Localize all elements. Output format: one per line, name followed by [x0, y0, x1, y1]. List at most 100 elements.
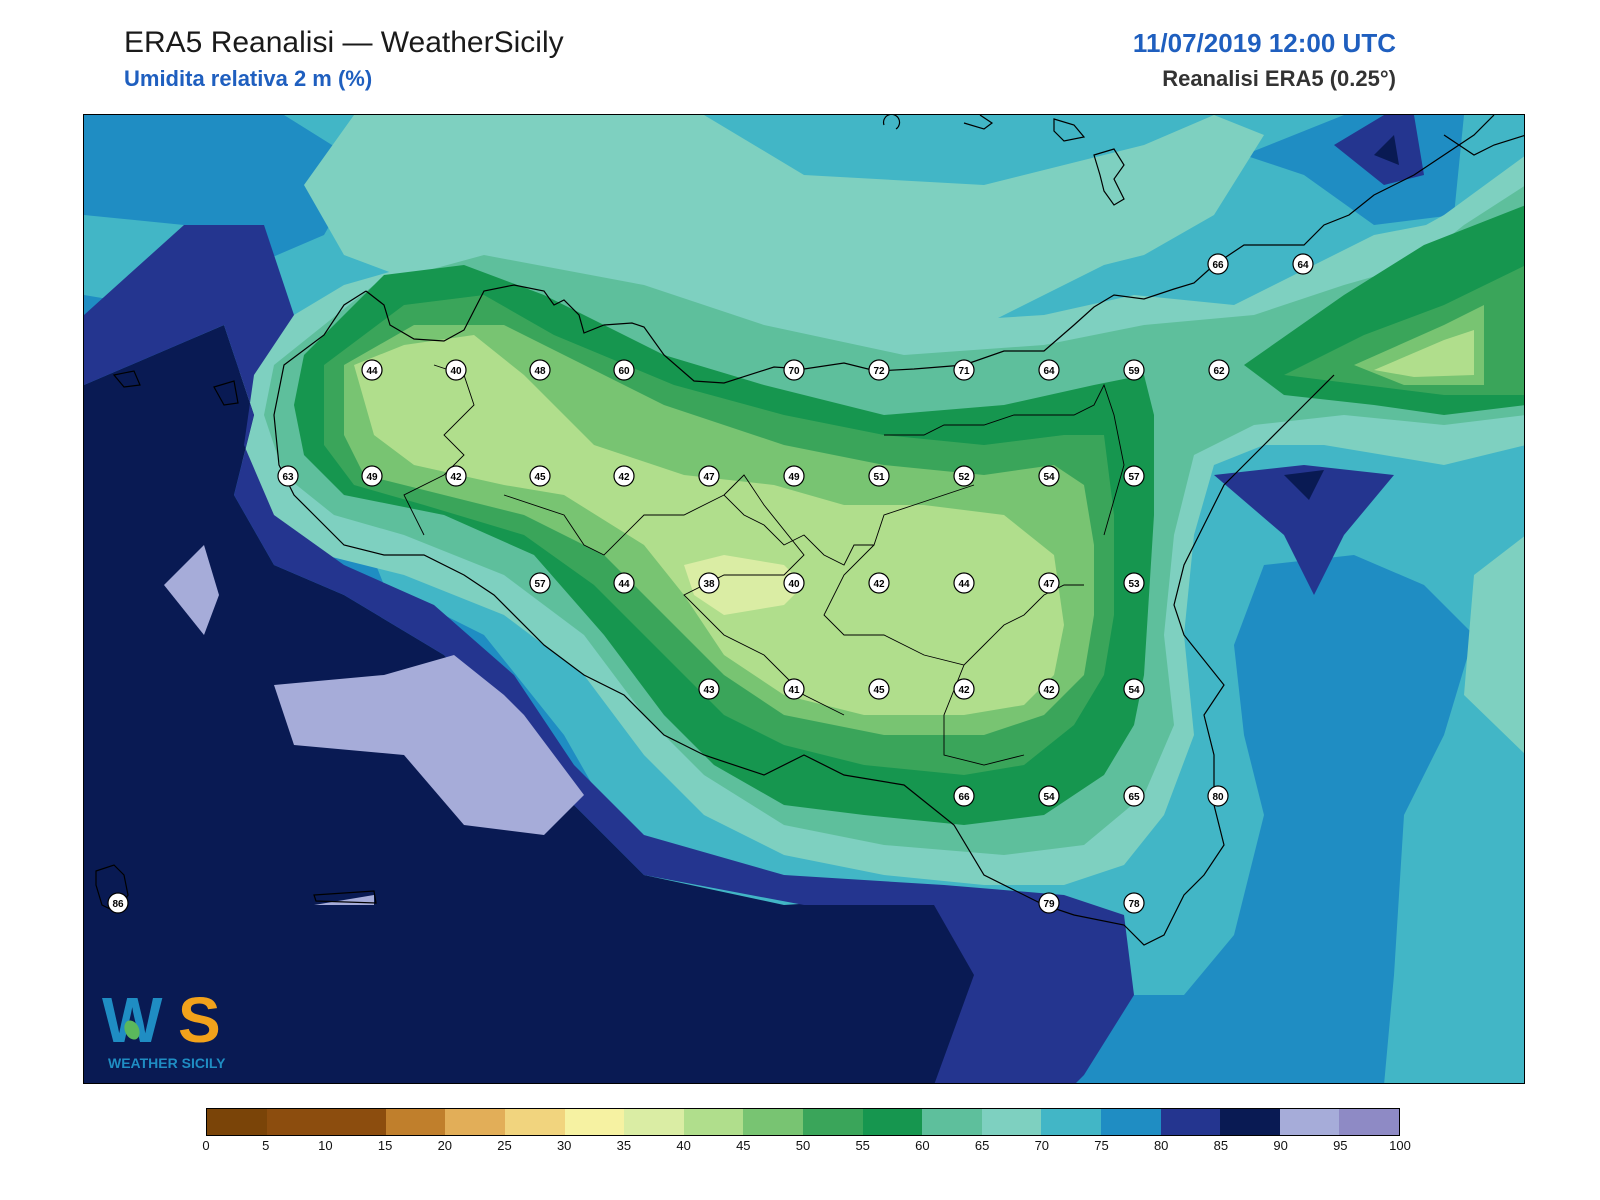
field-band-40-45-ne — [1374, 330, 1474, 377]
station-marker-circle — [1123, 678, 1145, 700]
colorbar-tick-label: 15 — [377, 1138, 393, 1153]
station-marker-circle — [1123, 892, 1145, 914]
colorbar-tick-label: 85 — [1213, 1138, 1229, 1153]
station-value-label: 49 — [366, 472, 378, 483]
humidity-field-map: 44 40 48 60 70 72 71 64 59 62 66 64 63 49 42 45 42 47 49 51… — [84, 115, 1524, 1083]
station-marker: 71 — [953, 359, 975, 381]
colorbar-segment — [266, 1109, 327, 1135]
station-marker-circle — [613, 359, 635, 381]
station-value-label: 49 — [788, 472, 800, 483]
station-marker-circle — [1123, 572, 1145, 594]
station-marker-circle — [1207, 785, 1229, 807]
colorbar-tick-label: 60 — [915, 1138, 930, 1153]
map-title: ERA5 Reanalisi — WeatherSicily — [124, 26, 564, 59]
station-value-label: 57 — [534, 579, 546, 590]
station-value-label: 44 — [618, 579, 630, 590]
colorbar-segment — [1100, 1109, 1161, 1135]
field-band-40-45 — [354, 335, 1064, 715]
station-value-label: 64 — [1043, 366, 1055, 377]
svg-text:S: S — [178, 984, 221, 1056]
colorbar-segment — [743, 1109, 803, 1135]
station-marker-circle — [529, 359, 551, 381]
field-band-90-95-a — [164, 545, 219, 635]
station-marker: 59 — [1123, 359, 1145, 381]
station-marker-circle — [868, 359, 890, 381]
station-marker: 42 — [613, 465, 635, 487]
station-marker: 42 — [445, 465, 467, 487]
station-value-label: 54 — [1128, 685, 1140, 696]
station-marker: 43 — [698, 678, 720, 700]
colorbar-tick-label: 25 — [497, 1138, 512, 1153]
colorbar-segment — [564, 1109, 625, 1135]
field-band-35-40 — [684, 555, 804, 615]
colorbar-segment — [981, 1109, 1042, 1135]
station-value-label: 71 — [958, 366, 970, 377]
station-marker-circle — [698, 465, 720, 487]
station-marker-circle — [107, 892, 129, 914]
station-marker-circle — [953, 678, 975, 700]
station-marker: 70 — [783, 359, 805, 381]
svg-text:W: W — [102, 984, 163, 1056]
station-marker-circle — [361, 465, 383, 487]
station-marker-circle — [1208, 359, 1230, 381]
station-value-label: 70 — [788, 366, 800, 377]
station-value-label: 66 — [958, 792, 970, 803]
station-value-label: 51 — [873, 472, 885, 483]
station-marker-circle — [783, 465, 805, 487]
station-value-label: 57 — [1128, 472, 1140, 483]
station-marker: 42 — [1038, 678, 1060, 700]
map-source: Reanalisi ERA5 (0.25°) — [1162, 66, 1396, 91]
station-marker-circle — [529, 572, 551, 594]
station-value-markers: 44 40 48 60 70 72 71 64 59 62 66 64 63 49 42 45 42 47 49 51… — [107, 253, 1314, 914]
colorbar-segment — [862, 1109, 923, 1135]
station-value-label: 47 — [1043, 579, 1055, 590]
colorbar-segment — [1339, 1109, 1399, 1135]
station-marker: 40 — [783, 572, 805, 594]
station-value-label: 54 — [1043, 472, 1055, 483]
field-band-80-85-sw — [84, 225, 1134, 1083]
colorbar-tick-label: 30 — [556, 1138, 572, 1153]
station-marker: 60 — [613, 359, 635, 381]
station-marker: 45 — [868, 678, 890, 700]
station-value-label: 42 — [1043, 685, 1055, 696]
station-value-label: 78 — [1128, 899, 1140, 910]
station-value-label: 40 — [450, 366, 462, 377]
station-marker-circle — [1038, 892, 1060, 914]
colorbar-segment — [445, 1109, 505, 1135]
field-band-85-90-ne — [1374, 135, 1399, 165]
station-marker-circle — [1123, 359, 1145, 381]
station-marker-circle — [1038, 785, 1060, 807]
station-marker: 57 — [1123, 465, 1145, 487]
station-marker-circle — [1038, 572, 1060, 594]
map-panel: 44 40 48 60 70 72 71 64 59 62 66 64 63 49 42 45 42 47 49 51… — [83, 114, 1525, 1084]
station-marker-circle — [1207, 253, 1229, 275]
station-value-label: 40 — [788, 579, 800, 590]
colorbar-segment — [385, 1109, 446, 1135]
field-band-75-80-nw — [84, 115, 364, 265]
station-value-label: 53 — [1128, 579, 1140, 590]
station-value-label: 42 — [958, 685, 970, 696]
colorbar-tick-label: 80 — [1153, 1138, 1169, 1153]
field-band-90-95-b — [274, 655, 584, 835]
station-marker: 54 — [1038, 785, 1060, 807]
station-marker-circle — [868, 572, 890, 594]
colorbar-segment — [1279, 1109, 1340, 1135]
station-marker: 38 — [698, 572, 720, 594]
station-value-label: 65 — [1128, 792, 1140, 803]
colorbar-segment — [802, 1109, 863, 1135]
station-marker: 53 — [1123, 572, 1145, 594]
station-marker-circle — [1123, 785, 1145, 807]
map-datetime: 11/07/2019 12:00 UTC — [1132, 28, 1396, 58]
station-marker: 44 — [361, 359, 383, 381]
station-marker: 51 — [868, 465, 890, 487]
colorbar-tick-label: 10 — [318, 1138, 333, 1153]
station-marker: 72 — [868, 359, 890, 381]
weather-sicily-logo: W S WEATHER SICILY — [96, 982, 256, 1074]
station-marker: 42 — [953, 678, 975, 700]
station-marker-circle — [613, 465, 635, 487]
station-value-label: 41 — [788, 685, 800, 696]
station-marker-circle — [953, 359, 975, 381]
station-marker: 42 — [868, 572, 890, 594]
station-value-label: 52 — [958, 472, 970, 483]
colorbar-tick-label: 75 — [1094, 1138, 1109, 1153]
